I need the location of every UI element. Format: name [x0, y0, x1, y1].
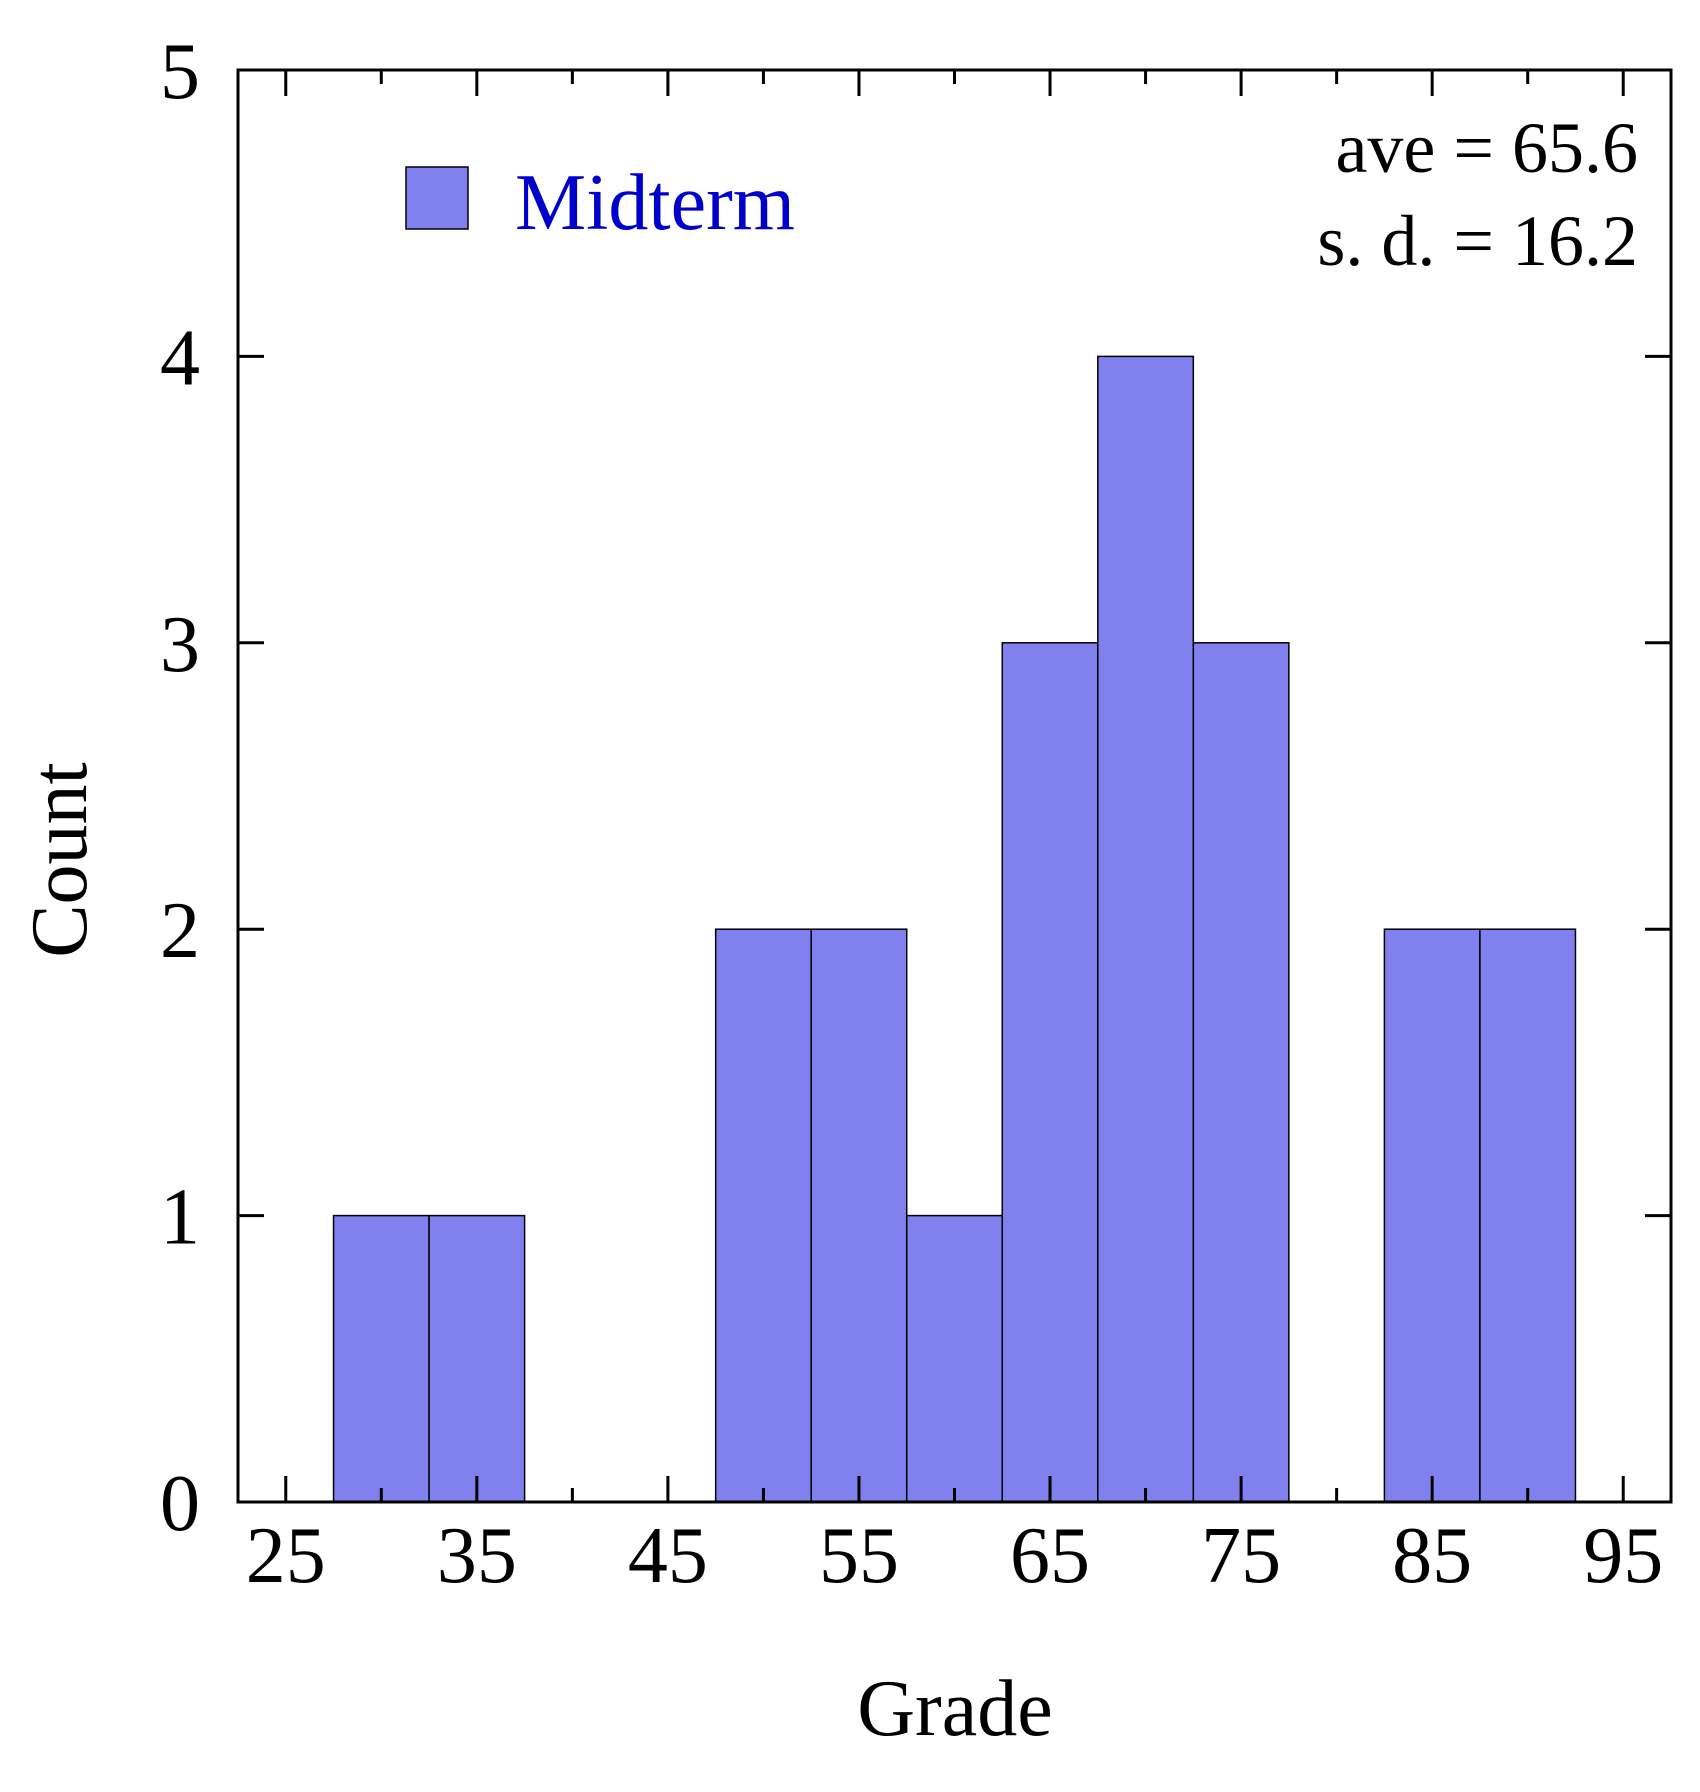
x-tick-label: 25 [246, 1512, 326, 1600]
stat-average: ave = 65.6 [1335, 108, 1638, 188]
y-axis-title: Count [16, 762, 104, 958]
stat-std-dev: s. d. = 16.2 [1317, 201, 1638, 281]
histogram-bar [1383, 928, 1481, 1503]
legend-swatch [405, 166, 469, 230]
histogram-bar [428, 1214, 526, 1503]
histogram-bar [810, 928, 908, 1503]
y-tick-label: 2 [160, 887, 200, 975]
bars-group [332, 355, 1577, 1503]
histogram-bar [905, 1214, 1004, 1503]
x-tick-label: 95 [1583, 1512, 1663, 1600]
x-tick-label: 75 [1201, 1512, 1281, 1600]
histogram-bar [1001, 642, 1099, 1503]
y-tick-label: 5 [160, 28, 200, 116]
x-tick-label: 45 [628, 1512, 708, 1600]
y-tick-label: 1 [160, 1174, 200, 1262]
y-tick-label: 3 [160, 601, 200, 689]
x-tick-label: 35 [437, 1512, 517, 1600]
legend-label: Midterm [515, 159, 795, 247]
plot-frame [236, 68, 1673, 1504]
y-ticks-group: 0 1 2 3 4 5 [160, 28, 1671, 1548]
histogram-bar [1192, 642, 1290, 1503]
histogram-bar [1097, 355, 1195, 1503]
x-tick-label: 55 [819, 1512, 899, 1600]
legend: Midterm [405, 159, 795, 247]
histogram-bar [1479, 928, 1577, 1503]
x-ticks-group: 25 35 45 55 65 75 85 95 [246, 70, 1663, 1600]
y-tick-label: 0 [160, 1460, 200, 1548]
y-tick-label: 4 [160, 314, 200, 402]
x-axis-title: Grade [857, 1665, 1052, 1753]
histogram-bar [332, 1214, 430, 1503]
histogram-bar [714, 928, 812, 1503]
x-tick-label: 65 [1010, 1512, 1090, 1600]
x-tick-label: 85 [1392, 1512, 1472, 1600]
